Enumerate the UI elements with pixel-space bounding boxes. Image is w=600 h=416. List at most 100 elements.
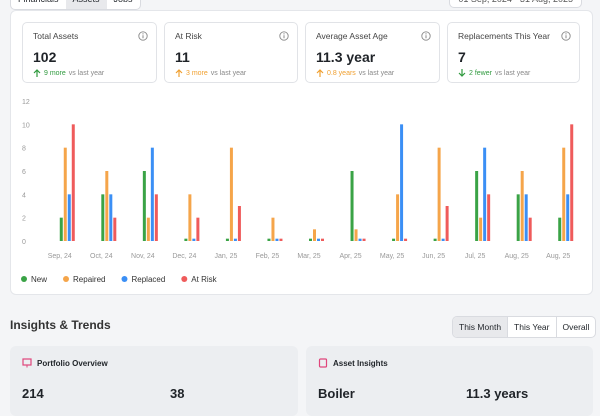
bar: [487, 194, 491, 241]
trend-arrow: [175, 69, 183, 77]
section-title: Insights & Trends: [10, 318, 111, 332]
legend-marker: [121, 276, 128, 282]
bar: [113, 217, 117, 241]
bar: [154, 194, 158, 241]
info-icon[interactable]: [138, 31, 148, 41]
nav-tabs: Financials Assets Jobs: [10, 0, 141, 10]
x-tick-label: Nov, 24: [131, 253, 155, 260]
bar: [279, 238, 283, 241]
bar: [188, 194, 192, 241]
kpi-change: 3 more: [186, 70, 208, 77]
kpi-label: Replacements This Year: [458, 31, 550, 41]
kpi-label: Average Asset Age: [316, 31, 388, 41]
kpi-value: 11: [175, 49, 190, 65]
card-value: 38: [170, 386, 185, 401]
bar: [404, 238, 408, 241]
bar: [528, 217, 532, 241]
legend-marker: [181, 276, 188, 282]
bar: [392, 238, 396, 241]
period-button[interactable]: This Year: [507, 317, 555, 337]
bar: [520, 171, 524, 241]
tab[interactable]: Financials: [11, 0, 66, 9]
bar: [275, 238, 279, 241]
bar: [475, 171, 479, 241]
trend-arrow: [33, 69, 41, 77]
kpi-value: 11.3 year: [316, 49, 376, 65]
bar: [63, 147, 67, 241]
bar: [142, 171, 146, 241]
bar: [67, 194, 71, 241]
legend-label: At Risk: [191, 275, 217, 284]
bar: [313, 229, 316, 241]
bar: [483, 147, 487, 241]
bar: [233, 238, 237, 241]
bar: [362, 238, 366, 241]
icon: [318, 358, 328, 368]
kpi-card: Average Asset Age 11.3 year 0.8 years vs …: [305, 22, 440, 83]
bar: [105, 171, 109, 241]
insight-card: Asset Insights Boiler 11.3 years: [306, 346, 593, 416]
bar: [570, 124, 574, 241]
bar: [516, 194, 520, 241]
y-tick-label: 0: [22, 239, 26, 246]
x-tick-label: Jul, 25: [465, 253, 486, 260]
y-tick-label: 6: [22, 169, 26, 176]
bar: [566, 194, 570, 241]
bar: [350, 171, 354, 241]
tab[interactable]: Jobs: [107, 0, 140, 9]
bar: [71, 124, 75, 241]
x-tick-label: Aug, 25: [546, 253, 570, 260]
x-tick-label: Mar, 25: [297, 253, 320, 260]
kpi-value: 102: [33, 49, 57, 65]
card-value: 11.3 years: [466, 386, 529, 401]
bar: [396, 194, 400, 241]
kpi-label: At Risk: [175, 31, 202, 41]
bar: [358, 238, 362, 241]
tab[interactable]: Assets: [65, 0, 107, 9]
bar: [558, 217, 562, 241]
kpi-value: 7: [458, 49, 466, 65]
kpi-suffix: vs last year: [210, 70, 247, 77]
x-tick-label: Dec, 24: [172, 253, 196, 260]
trend-arrow: [458, 69, 466, 77]
info-icon[interactable]: [279, 31, 289, 41]
insight-card: Portfolio Overview 214 38: [10, 346, 298, 416]
y-tick-label: 10: [22, 122, 30, 129]
x-tick-label: Apr, 25: [339, 253, 361, 260]
bar: [441, 238, 445, 241]
x-tick-label: Aug, 25: [505, 253, 529, 260]
period-toggle: This Month This Year Overall: [452, 316, 597, 338]
chart: 0 2 4 6 8 10 12 Sep, 24 Oct, 24 Nov, 24 Dec, 24 Jan…: [21, 99, 574, 284]
kpi-label: Total Assets: [33, 31, 79, 41]
x-tick-label: May, 25: [380, 253, 404, 260]
kpi-card: Total Assets 102 9 more vs last year: [22, 22, 157, 83]
card-title: Asset Insights: [333, 358, 388, 368]
bar: [192, 238, 196, 241]
bar: [229, 147, 233, 241]
bar: [321, 238, 324, 241]
x-tick-label: Jun, 25: [422, 253, 445, 260]
x-tick-label: Feb, 25: [256, 253, 280, 260]
x-tick-label: Oct, 24: [90, 253, 113, 260]
y-tick-label: 4: [22, 192, 26, 199]
period-button[interactable]: Overall: [555, 317, 596, 337]
icon: [22, 358, 32, 368]
kpi-change: 2 fewer: [469, 70, 492, 77]
y-tick-label: 2: [22, 216, 26, 223]
kpi-suffix: vs last year: [68, 70, 105, 77]
y-tick-label: 12: [22, 99, 30, 106]
kpi-suffix: vs last year: [358, 70, 395, 77]
date-range[interactable]: 01 Sep, 2024 - 31 Aug, 2025: [449, 0, 582, 8]
y-tick-label: 8: [22, 146, 26, 153]
kpi-change: 0.8 years: [327, 70, 356, 77]
legend-marker: [63, 276, 70, 282]
period-button[interactable]: This Month: [453, 317, 508, 337]
bar: [400, 124, 404, 241]
card-value: 214: [22, 386, 44, 401]
bar: [479, 217, 483, 241]
bar: [146, 217, 150, 241]
bar: [109, 194, 113, 241]
info-icon[interactable]: [421, 31, 431, 41]
info-icon[interactable]: [561, 31, 571, 41]
kpi-suffix: vs last year: [494, 70, 531, 77]
